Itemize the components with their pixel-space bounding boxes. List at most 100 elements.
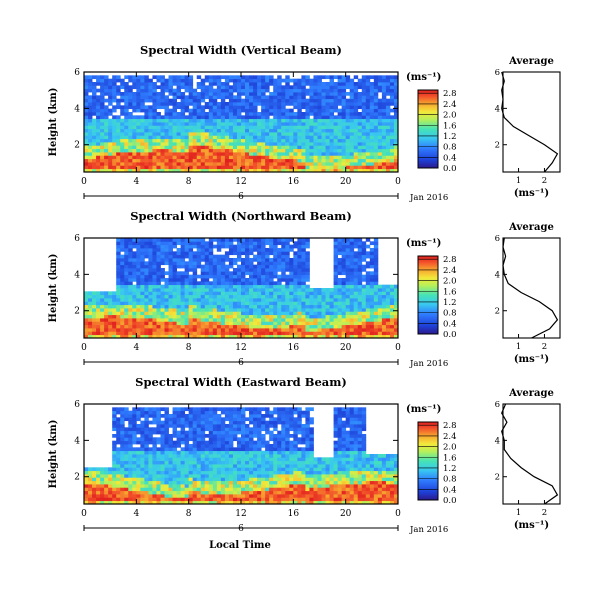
panel-title: Spectral Width (Vertical Beam) [140,43,342,57]
heatmap-cells [84,238,399,339]
colorbar-tick-label: 1.6 [443,453,457,463]
x-tick-label: 8 [186,343,192,353]
colorbar-tick-label: 1.2 [443,298,457,308]
y-tick-label: 2 [74,141,80,151]
y-tick-label: 6 [74,400,80,410]
average-title: Average [508,56,554,67]
x-tick-label: 12 [235,177,246,187]
average-title: Average [508,222,554,233]
average-frame [502,403,561,505]
colorbar-unit: (ms⁻¹) [406,238,441,249]
avg-x-label: (ms⁻¹) [514,520,549,531]
y-tick-label: 4 [74,270,80,280]
x-tick-label: 20 [340,509,352,519]
avg-x-tick-label: 2 [542,342,547,352]
y-tick-label: 2 [74,473,80,483]
date-label: Jan 2016 [409,359,448,369]
heatmap-cells [84,75,399,173]
panel-title: Spectral Width (Northward Beam) [130,209,352,223]
x-tick-label: 16 [288,509,300,519]
colorbar-tick-label: 2.4 [443,432,457,442]
colorbar-unit: (ms⁻¹) [406,404,441,415]
colorbar-tick-label: 2.8 [443,255,457,265]
colorbar-tick-label: 2.4 [443,100,457,110]
y-tick-label: 6 [74,68,80,78]
colorbar-tick-label: 2.4 [443,266,457,276]
x-tick-label: 0 [395,343,401,353]
x-tick-label: 0 [81,509,87,519]
panel-1: Spectral Width (Vertical Beam) 2 4 6 Height … [48,43,561,203]
colorbar-tick-label: 1.6 [443,121,457,131]
colorbar-tick-label: 0.4 [443,485,457,495]
date-label: Jan 2016 [409,525,448,535]
avg-y-tick-label: 6 [495,68,500,78]
y-axis-label: Height (km) [48,420,59,489]
colorbar-tick-label: 2.8 [443,89,457,99]
avg-x-tick-label: 1 [516,342,521,352]
average-profile-line [502,237,559,339]
x-tick-label: 16 [288,343,300,353]
x-tick-label: 0 [81,177,87,187]
x-tick-label: 4 [133,177,139,187]
avg-x-tick-label: 2 [542,508,547,518]
avg-x-label: (ms⁻¹) [514,354,549,365]
colorbar-tick-label: 2.8 [443,421,457,431]
x-tick-label: 12 [235,509,246,519]
colorbar-tick-label: 0.8 [443,143,457,153]
date-label: Jan 2016 [409,193,448,203]
colorbar [417,255,439,335]
avg-x-label: (ms⁻¹) [514,188,549,199]
average-frame [502,71,561,173]
colorbar-tick-label: 0.0 [443,330,457,340]
colorbar-tick-label: 0.4 [443,153,457,163]
y-axis-label: Height (km) [48,88,59,157]
colorbar-unit: (ms⁻¹) [406,72,441,83]
panel-title: Spectral Width (Eastward Beam) [135,375,347,389]
x-tick-label: 0 [395,509,401,519]
y-tick-label: 2 [74,307,80,317]
colorbar-tick-label: 1.2 [443,464,457,474]
x-tick-label: 8 [186,509,192,519]
x-axis-label: Local Time [209,540,271,551]
avg-y-tick-label: 6 [495,234,500,244]
y-tick-label: 4 [74,104,80,114]
average-profile-line [501,403,559,505]
avg-y-tick-label: 2 [495,141,500,151]
avg-y-tick-label: 2 [495,473,500,483]
avg-y-tick-label: 4 [495,270,500,280]
heatmap-cells [84,407,399,505]
avg-y-tick-label: 4 [495,104,500,114]
average-frame [502,237,561,339]
x-tick-label: 20 [340,177,352,187]
y-tick-label: 6 [74,234,80,244]
x-tick-label: 0 [395,177,401,187]
x-tick-label: 4 [133,343,139,353]
colorbar-tick-label: 0.0 [443,496,457,506]
colorbar-tick-label: 0.8 [443,475,457,485]
x-tick-label: 12 [235,343,246,353]
colorbar [417,421,439,501]
x-tick-label: 4 [133,509,139,519]
date-mark: 6 [238,358,244,368]
x-tick-label: 16 [288,177,300,187]
colorbar-tick-label: 1.6 [443,287,457,297]
colorbar-tick-label: 2.0 [443,111,457,121]
y-tick-label: 4 [74,436,80,446]
date-mark: 6 [238,192,244,202]
x-tick-label: 8 [186,177,192,187]
date-mark: 6 [238,524,244,534]
x-tick-label: 0 [81,343,87,353]
avg-x-tick-label: 1 [516,508,521,518]
avg-x-tick-label: 2 [542,176,547,186]
colorbar-tick-label: 2.0 [443,443,457,453]
avg-y-tick-label: 4 [495,436,500,446]
colorbar [417,89,439,169]
average-profile-line [501,71,559,173]
avg-y-tick-label: 6 [495,400,500,410]
x-tick-label: 20 [340,343,352,353]
colorbar-tick-label: 1.2 [443,132,457,142]
average-title: Average [508,388,554,399]
avg-y-tick-label: 2 [495,307,500,317]
panel-2: Spectral Width (Northward Beam) 2 4 6 Height… [48,209,561,369]
